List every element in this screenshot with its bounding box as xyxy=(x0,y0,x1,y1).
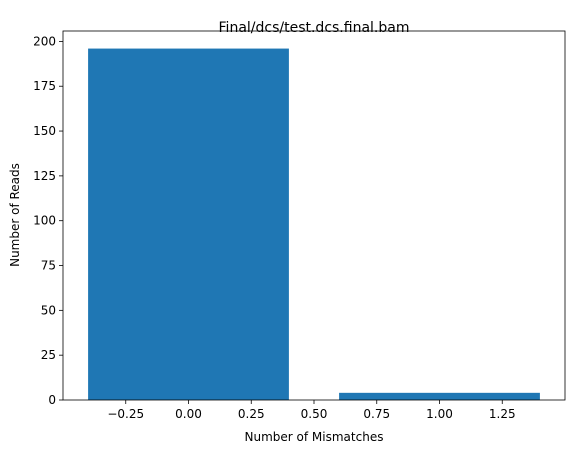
x-axis-ticks: −0.25 0.00 0.25 0.50 0.75 1.00 1.25 xyxy=(107,400,516,421)
y-tick-label: 0 xyxy=(48,393,56,407)
x-tick-label: 0.00 xyxy=(175,407,202,421)
y-tick-label: 175 xyxy=(33,79,56,93)
y-tick-label: 150 xyxy=(33,124,56,138)
y-tick-label: 100 xyxy=(33,214,56,228)
x-tick-label: 0.50 xyxy=(301,407,328,421)
y-axis-ticks: 0 25 50 75 100 125 150 175 200 xyxy=(33,34,63,407)
y-axis-title: Number of Reads xyxy=(8,163,22,267)
y-tick-label: 125 xyxy=(33,169,56,183)
chart-title: Final/dcs/test.dcs.final.bam xyxy=(219,20,410,36)
y-tick-label: 50 xyxy=(41,303,56,317)
y-tick-label: 75 xyxy=(41,259,56,273)
bar-0 xyxy=(88,48,289,400)
x-tick-label: 1.00 xyxy=(426,407,453,421)
x-tick-label: 0.25 xyxy=(238,407,265,421)
x-axis-title: Number of Mismatches xyxy=(245,430,384,444)
x-tick-label: 0.75 xyxy=(363,407,390,421)
bar-1 xyxy=(339,392,540,400)
x-tick-label: −0.25 xyxy=(107,407,144,421)
plot-area-frame xyxy=(62,30,566,401)
y-tick-label: 200 xyxy=(33,34,56,48)
bars-group xyxy=(88,48,540,400)
x-tick-label: 1.25 xyxy=(489,407,516,421)
y-tick-label: 25 xyxy=(41,348,56,362)
